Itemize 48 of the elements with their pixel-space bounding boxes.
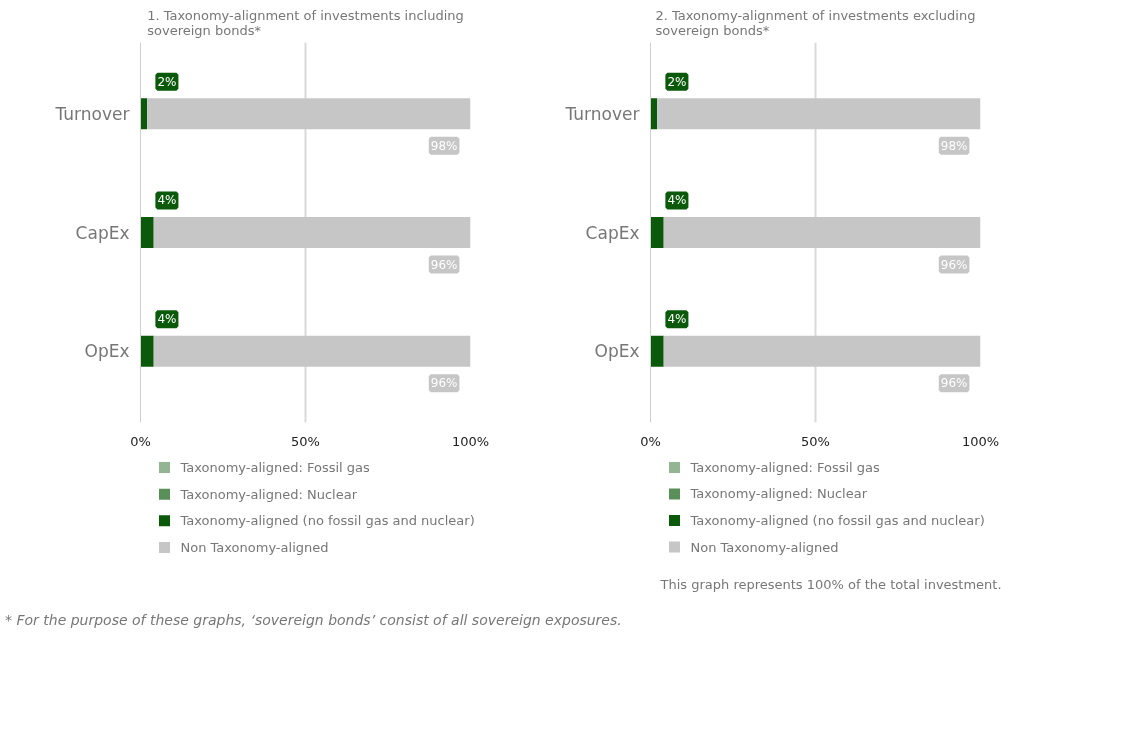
- data-label: 96%: [940, 376, 968, 391]
- chart-title: 2. Taxonomy-alignment of investments excluding sovereign bonds*: [655, 7, 976, 38]
- legend-label: Taxonomy-aligned: Fossil gas: [689, 459, 881, 475]
- bar: [140, 217, 154, 248]
- bar: [140, 98, 148, 130]
- bar: [663, 335, 981, 367]
- y-tick-label: Turnover: [54, 103, 130, 124]
- y-tick-label: Turnover: [564, 103, 640, 124]
- bar: [650, 98, 658, 130]
- text: This graph represents 100% of the total investment.: [659, 576, 1002, 592]
- bar: [153, 217, 471, 248]
- chart-title: 1. Taxonomy-alignment of investments including sovereign bonds*: [147, 7, 464, 38]
- y-tick-label: CapEx: [585, 222, 640, 243]
- legend-label: Taxonomy-aligned (no fossil gas and nuclear): [179, 513, 475, 529]
- data-label: 98%: [940, 138, 968, 153]
- legend-label: Taxonomy-aligned (no fossil gas and nuclear): [689, 513, 985, 529]
- legend-label: Taxonomy-aligned: Fossil gas: [179, 460, 371, 475]
- bar: [140, 335, 154, 367]
- bar: [650, 335, 664, 367]
- data-label: 96%: [940, 257, 968, 272]
- x-tick-label: 0%: [640, 433, 661, 449]
- text: * For the purpose of these graphs, ‘sovereign bonds’ consist of all sovereign exposures.: [5, 612, 622, 628]
- data-label: 2%: [157, 74, 177, 89]
- data-label: 4%: [157, 312, 177, 327]
- legend-label: Non Taxonomy-aligned: [180, 540, 329, 555]
- x-tick-label: 50%: [291, 433, 320, 449]
- legend-label: Taxonomy-aligned: Nuclear: [689, 486, 868, 502]
- y-tick-label: OpEx: [84, 341, 130, 362]
- y-tick-label: CapEx: [75, 222, 130, 243]
- legend-label: Non Taxonomy-aligned: [690, 539, 839, 555]
- legend-label: Taxonomy-aligned: Nuclear: [179, 486, 358, 502]
- data-label: 4%: [157, 193, 177, 208]
- data-label: 98%: [430, 138, 458, 153]
- bar: [153, 335, 471, 367]
- x-tick-label: 100%: [451, 433, 490, 449]
- data-label: 96%: [430, 257, 458, 272]
- y-tick-label: OpEx: [594, 341, 640, 362]
- x-tick-label: 50%: [801, 433, 830, 449]
- x-tick-label: 100%: [961, 433, 1000, 449]
- bar: [663, 217, 981, 248]
- data-label: 96%: [430, 376, 458, 391]
- bar: [657, 98, 981, 130]
- data-label: 4%: [667, 193, 687, 208]
- data-label: 4%: [667, 312, 687, 327]
- bar: [650, 217, 664, 248]
- bar: [147, 98, 471, 130]
- data-label: 2%: [667, 74, 687, 89]
- x-tick-label: 0%: [130, 433, 151, 449]
